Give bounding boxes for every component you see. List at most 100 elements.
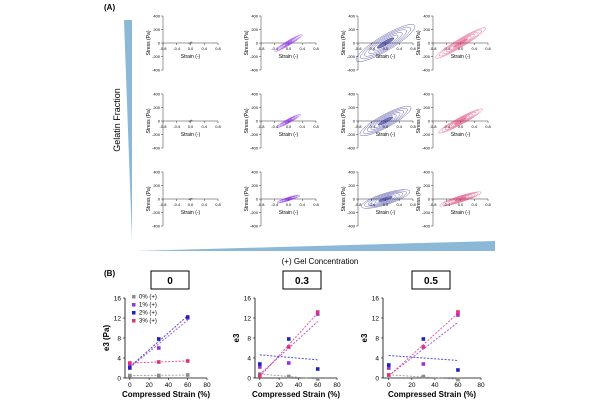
y-tick-label: 0 <box>428 119 431 124</box>
panel-a-label: (A) <box>104 3 115 12</box>
panel-b-label: (B) <box>104 269 115 278</box>
data-point <box>315 310 320 314</box>
x-tick-label: -0.4 <box>271 124 279 129</box>
chart-title: 0 <box>167 276 173 287</box>
y-tick-label: 200 <box>423 183 430 188</box>
hysteresis-loop <box>279 116 298 126</box>
data-point <box>386 373 391 377</box>
hysteresis-loop <box>360 189 411 209</box>
y-tick-label: 200 <box>153 105 160 110</box>
y-tick-label: 400 <box>348 170 355 175</box>
hysteresis-loop <box>360 26 411 60</box>
x-tick-label: 0.4 <box>471 124 477 129</box>
x-tick-label: -0.8 <box>160 46 168 51</box>
x-tick-label: 0.8 <box>485 202 491 207</box>
x-tick-label: -0.8 <box>355 124 363 129</box>
y-tick-label: 200 <box>251 183 258 188</box>
hysteresis-loop <box>449 36 472 50</box>
y-tick-label: -400 <box>152 146 161 151</box>
y-tick-label: 200 <box>153 183 160 188</box>
x-axis-label: Strain (-) <box>451 54 471 60</box>
trend-line <box>388 322 459 376</box>
x-tick-label: 0.0 <box>188 202 194 207</box>
y-tick-label: -200 <box>250 54 259 59</box>
y-tick-label: -400 <box>250 224 259 229</box>
x-tick-label: 0.4 <box>299 202 305 207</box>
y-tick-label: 8 <box>247 336 251 343</box>
x-tick-label: -0.8 <box>258 124 266 129</box>
y-tick-label: -400 <box>347 68 356 73</box>
x-tick-label: -0.8 <box>160 124 168 129</box>
y-tick-label: 16 <box>114 296 122 303</box>
x-tick-label: 0.4 <box>396 202 402 207</box>
x-tick-label: 0.4 <box>471 46 477 51</box>
y-tick-label: -400 <box>250 146 259 151</box>
x-tick-label: 0.8 <box>313 202 319 207</box>
y-tick-label: -200 <box>422 132 431 137</box>
x-tick-label: 0.0 <box>286 124 292 129</box>
y-axis-label: Stress (Pa) <box>341 186 347 211</box>
hysteresis-loop <box>368 32 403 54</box>
panel-a: (A) Gelatin Fraction (+) Gel Concentrati… <box>104 3 495 266</box>
x-tick-label: 80 <box>477 382 485 389</box>
x-tick-label: 80 <box>333 382 341 389</box>
hysteresis-loop <box>451 195 470 203</box>
legend: 0% (+) 1% (+) 2% (+) 3% (+) <box>132 295 157 325</box>
data-point <box>156 346 161 350</box>
hysteresis-loop <box>372 34 399 52</box>
x-tick-label: 0.8 <box>215 202 221 207</box>
hysteresis-loop <box>367 192 404 206</box>
x-axis-label: Strain (-) <box>376 54 396 60</box>
x-tick-label: -0.8 <box>430 46 438 51</box>
x-tick-label: 20 <box>408 382 416 389</box>
y-axis-label: Stress (Pa) <box>244 108 250 133</box>
data-point <box>156 337 161 341</box>
legend-marker <box>132 319 136 323</box>
x-tick-label: -0.8 <box>430 202 438 207</box>
y-tick-label: 0 <box>158 119 161 124</box>
y-tick-label: 400 <box>348 14 355 19</box>
y-axis-label: e3 <box>232 333 241 342</box>
trend-line <box>388 374 458 380</box>
hysteresis-loop <box>370 112 401 130</box>
y-tick-label: 0 <box>158 197 161 202</box>
y-tick-label: -400 <box>152 68 161 73</box>
hysteresis-loop <box>439 191 482 207</box>
x-tick-label: -0.8 <box>355 202 363 207</box>
y-tick-label: 0 <box>353 41 356 46</box>
x-tick-label: 0.0 <box>458 46 464 51</box>
x-tick-label: 0.0 <box>286 46 292 51</box>
data-point <box>128 373 132 378</box>
x-tick-label: 0.4 <box>201 46 207 51</box>
hysteresis-loop <box>453 38 468 48</box>
hysteresis-loop <box>374 194 397 204</box>
x-tick-label: 0.4 <box>396 46 402 51</box>
x-tick-label: 0.4 <box>299 46 305 51</box>
legend-label: 0% (+) <box>139 295 157 301</box>
y-tick-label: 400 <box>423 14 430 19</box>
y-tick-label: -400 <box>347 224 356 229</box>
y-tick-label: 0 <box>158 41 161 46</box>
legend-label: 1% (+) <box>139 303 157 309</box>
y-axis-label: Stress (Pa) <box>244 186 250 211</box>
stress-strain-plot: 400 200 0 -200 -400 -0.8 -0.4 0.0 0.4 0.8 Strain (… <box>244 14 320 73</box>
hysteresis-loop <box>364 29 407 57</box>
data-point <box>421 345 426 349</box>
y-tick-label: 4 <box>247 356 251 363</box>
y-tick-label: 12 <box>244 316 252 323</box>
hysteresis-loop <box>274 34 303 52</box>
y-tick-label: 200 <box>153 27 160 32</box>
x-tick-label: 0.8 <box>410 124 416 129</box>
x-tick-label: 0.8 <box>215 124 221 129</box>
y-tick-label: 400 <box>251 14 258 19</box>
x-tick-label: 0.4 <box>396 124 402 129</box>
hysteresis-loop <box>446 34 475 52</box>
chart-title-box <box>282 270 322 290</box>
y-tick-label: 400 <box>423 92 430 97</box>
data-point <box>386 366 391 370</box>
hysteresis-loop <box>282 39 295 47</box>
hysteresis-loop <box>448 194 473 204</box>
